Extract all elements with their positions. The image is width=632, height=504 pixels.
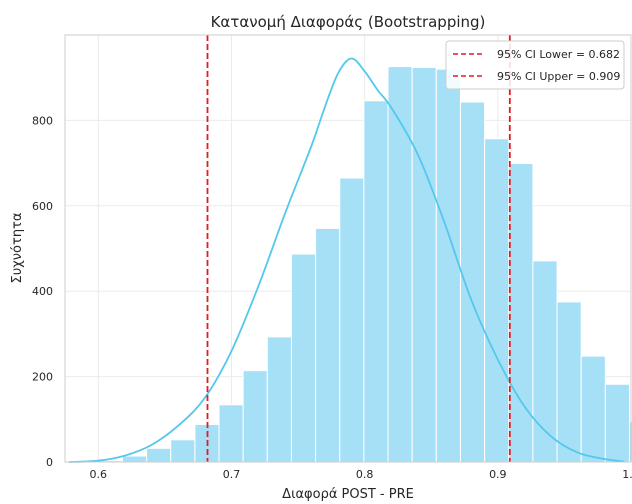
x-tick-label-2: 0.8 [356, 468, 374, 481]
histogram-bar-20 [580, 355, 606, 463]
histogram-bar-3 [170, 439, 196, 463]
legend-label-lower: 95% CI Lower = 0.682 [497, 48, 620, 61]
histogram-bar-2 [146, 447, 172, 463]
histogram-bar-10 [339, 177, 365, 463]
y-tick-label-1: 200 [32, 371, 53, 384]
y-tick-label-0: 0 [46, 456, 53, 469]
legend-box [445, 40, 625, 90]
histogram-bar-11 [363, 100, 389, 463]
kde-curve [68, 57, 625, 463]
y-axis: 0 200 400 600 800 [32, 114, 53, 469]
x-axis: 0.6 0.7 0.8 0.9 1.0 [90, 468, 632, 481]
histogram-bar-1 [121, 455, 148, 463]
histogram-bar-6 [242, 370, 268, 463]
plot-frame [64, 34, 632, 463]
x-axis-label: Διαφορά POST - PRE [282, 487, 414, 502]
ci-lines [206, 35, 511, 462]
histogram-bar-21 [604, 383, 630, 463]
x-tick-label-1: 0.7 [223, 468, 241, 481]
y-tick-label-2: 400 [32, 285, 53, 298]
histogram-bar-5 [218, 404, 244, 463]
histogram-bar-7 [266, 336, 292, 463]
x-tick-label-3: 0.9 [489, 468, 507, 481]
histogram-bar-14 [435, 68, 461, 463]
histogram-bar-13 [411, 66, 437, 463]
y-tick-label-4: 800 [32, 114, 53, 127]
histogram-bar-16 [484, 138, 510, 463]
histogram-bar-9 [315, 227, 341, 463]
histogram-bar-12 [387, 66, 413, 463]
histogram-bar-19 [556, 301, 582, 463]
x-tick-label-4: 1.0 [622, 468, 632, 481]
legend: 95% CI Lower = 0.682 95% CI Upper = 0.90… [445, 40, 625, 90]
histogram-bar-8 [290, 253, 317, 463]
y-tick-label-3: 600 [32, 200, 53, 213]
legend-label-upper: 95% CI Upper = 0.909 [497, 70, 620, 83]
x-tick-label-0: 0.6 [90, 468, 108, 481]
histogram-bar-18 [532, 260, 558, 463]
chart-title: Κατανομή Διαφοράς (Bootstrapping) [211, 13, 486, 31]
y-axis-label: Συχνότητα [10, 213, 25, 284]
histogram-bars [97, 66, 632, 463]
histogram-bar-17 [508, 163, 534, 463]
